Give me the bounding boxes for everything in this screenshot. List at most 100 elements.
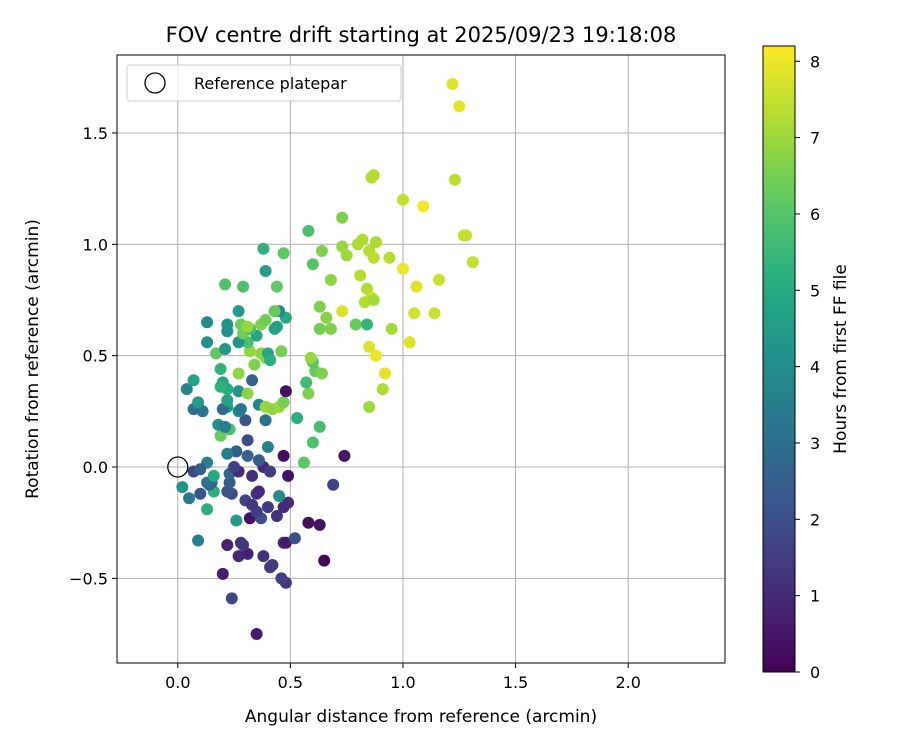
- scatter-point: [338, 449, 351, 462]
- scatter-point: [324, 322, 337, 335]
- scatter-point: [354, 269, 367, 282]
- data-points: [176, 78, 479, 640]
- scatter-point: [221, 394, 234, 407]
- scatter-point: [223, 476, 236, 489]
- scatter-point: [275, 345, 288, 358]
- scatter-point: [410, 280, 423, 293]
- scatter-point: [201, 336, 214, 349]
- scatter-point: [221, 539, 234, 551]
- scatter-point: [196, 405, 209, 418]
- scatter-point: [230, 445, 243, 458]
- scatter-point: [304, 351, 317, 364]
- scatter-point: [219, 420, 232, 433]
- scatter-point: [324, 273, 337, 286]
- scatter-point: [315, 245, 328, 257]
- scatter-point: [417, 200, 430, 213]
- scatter-point: [232, 305, 245, 318]
- scatter-point: [302, 224, 315, 237]
- scatter-point: [259, 414, 272, 427]
- scatter-point: [230, 514, 243, 527]
- scatter-point: [194, 487, 207, 500]
- colorbar-tick-label: 2: [810, 510, 820, 529]
- scatter-point: [302, 516, 315, 529]
- scatter-point: [282, 469, 295, 482]
- scatter-point: [192, 396, 205, 409]
- scatter-point: [216, 567, 229, 580]
- scatter-point: [279, 536, 292, 549]
- scatter-point: [250, 628, 263, 640]
- scatter-point: [336, 305, 349, 318]
- scatter-point: [264, 561, 277, 574]
- scatter-point: [302, 387, 315, 400]
- scatter-point: [446, 78, 459, 90]
- scatter-point: [313, 322, 326, 335]
- scatter-point: [268, 305, 281, 318]
- scatter-point: [448, 173, 461, 186]
- scatter-point: [277, 449, 290, 462]
- colorbar: [762, 45, 796, 673]
- legend: Reference platepar: [126, 64, 402, 102]
- scatter-point: [403, 336, 416, 349]
- scatter-point: [187, 374, 200, 387]
- colorbar-label: Hours from first FF file: [831, 264, 851, 454]
- colorbar-tick-label: 6: [810, 205, 820, 224]
- scatter-point: [297, 456, 310, 469]
- scatter-point: [383, 251, 396, 264]
- scatter-point: [232, 550, 245, 563]
- scatter-point: [313, 300, 326, 313]
- x-tick-label: 2.0: [615, 673, 640, 692]
- scatter-point: [367, 294, 380, 306]
- scatter-point: [428, 307, 441, 320]
- scatter-point: [313, 518, 326, 531]
- scatter-point: [221, 318, 234, 331]
- scatter-point: [291, 412, 304, 424]
- legend-marker: [144, 72, 166, 94]
- scatter-point: [261, 441, 274, 453]
- scatter-point: [277, 396, 290, 409]
- chart-title: FOV centre drift starting at 2025/09/23 …: [166, 23, 677, 47]
- scatter-point: [306, 436, 319, 449]
- scatter-point: [225, 592, 238, 605]
- legend-label: Reference platepar: [194, 74, 347, 93]
- scatter-point: [273, 490, 286, 502]
- scatter-point: [313, 420, 326, 433]
- scatter-point: [246, 374, 259, 387]
- scatter-point: [201, 503, 214, 516]
- scatter-point: [252, 485, 265, 498]
- y-tick-label: 1.0: [83, 235, 108, 254]
- scatter-point: [176, 481, 189, 494]
- axes: 0.0 0.5 1.0 1.5 2.0 −0.5 0.0 0.5 1.0 1.5: [69, 124, 641, 692]
- scatter-point: [194, 463, 207, 476]
- scatter-point: [237, 539, 250, 551]
- scatter-point: [248, 358, 261, 371]
- scatter-point: [315, 367, 328, 380]
- scatter-point: [460, 229, 472, 242]
- scatter-point: [349, 318, 362, 331]
- scatter-point: [363, 400, 376, 413]
- scatter-point: [277, 247, 290, 260]
- scatter-point: [241, 387, 254, 400]
- scatter-point: [318, 554, 331, 567]
- scatter-point: [257, 242, 270, 255]
- scatter-point: [385, 322, 398, 335]
- scatter-point: [370, 349, 382, 362]
- scatter-point: [207, 469, 220, 482]
- scatter-point: [397, 262, 409, 275]
- scatter-point: [259, 265, 272, 277]
- scatter-point: [376, 383, 389, 396]
- scatter-point: [282, 496, 295, 509]
- scatter-point: [367, 169, 380, 182]
- colorbar-tick-label: 4: [810, 358, 820, 377]
- scatter-point: [210, 347, 223, 360]
- scatter-point: [270, 320, 283, 333]
- scatter-point: [358, 296, 371, 309]
- colorbar-tick-label: 8: [810, 52, 820, 71]
- y-axis-label: Rotation from reference (arcmin): [23, 219, 43, 499]
- scatter-point: [214, 363, 227, 375]
- scatter-point: [252, 454, 265, 467]
- x-tick-label: 1.0: [390, 673, 415, 692]
- scatter-point: [397, 193, 409, 206]
- scatter-point: [367, 251, 380, 264]
- scatter-point: [453, 100, 466, 113]
